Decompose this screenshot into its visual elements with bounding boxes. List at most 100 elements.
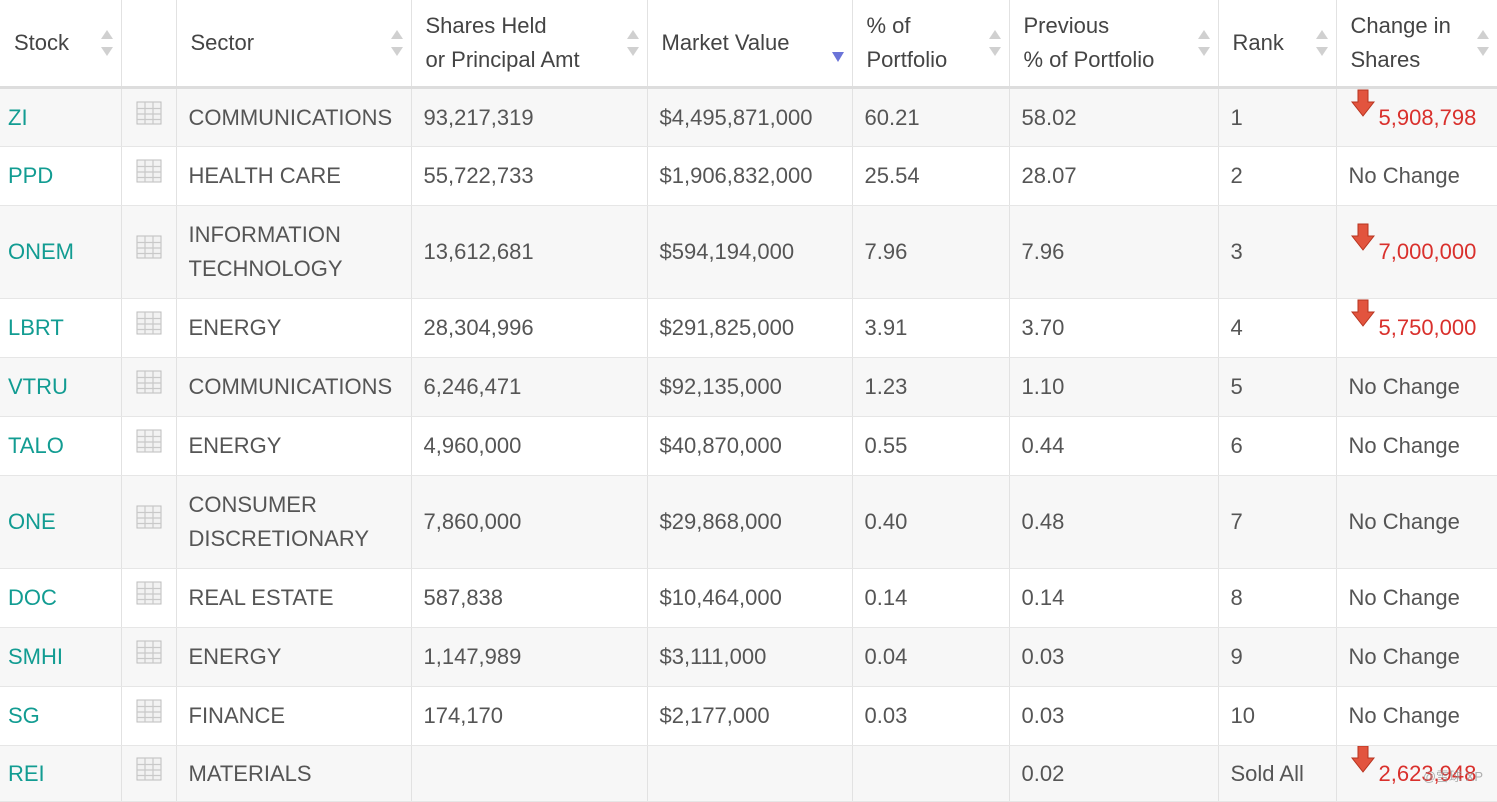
col-header-sector[interactable]: Sector xyxy=(176,0,411,88)
stock-ticker-link[interactable]: LBRT xyxy=(8,315,64,340)
grid-table-icon[interactable] xyxy=(121,476,176,569)
pct-portfolio-cell: 60.21 xyxy=(852,88,1009,147)
stock-ticker-link[interactable]: VTRU xyxy=(8,374,68,399)
grid-table-icon[interactable] xyxy=(121,299,176,358)
change-down-value: 5,750,000 xyxy=(1349,311,1477,345)
grid-table-icon[interactable] xyxy=(121,88,176,147)
stock-ticker-link[interactable]: DOC xyxy=(8,585,57,610)
col-label-line2: or Principal Amt xyxy=(426,47,580,72)
change-value: No Change xyxy=(1349,585,1460,610)
grid-table-icon[interactable] xyxy=(121,628,176,687)
change-cell: No Change xyxy=(1336,476,1497,569)
change-cell: 5,908,798 xyxy=(1336,88,1497,147)
market-value-cell: $4,495,871,000 xyxy=(647,88,852,147)
change-cell: No Change xyxy=(1336,358,1497,417)
sector-cell: ENERGY xyxy=(176,417,411,476)
grid-table-icon[interactable] xyxy=(121,206,176,299)
stock-ticker-link[interactable]: ONEM xyxy=(8,239,74,264)
change-value: No Change xyxy=(1349,433,1460,458)
col-header-pct-portfolio[interactable]: % of Portfolio xyxy=(852,0,1009,88)
sort-icon xyxy=(1477,30,1489,56)
prev-pct-cell: 1.10 xyxy=(1009,358,1218,417)
sector-cell: MATERIALS xyxy=(176,746,411,802)
sort-icon xyxy=(391,30,403,56)
grid-table-icon[interactable] xyxy=(121,358,176,417)
prev-pct-cell: 0.03 xyxy=(1009,628,1218,687)
col-header-shares[interactable]: Shares Held or Principal Amt xyxy=(411,0,647,88)
pct-portfolio-cell: 0.03 xyxy=(852,687,1009,746)
shares-cell: 55,722,733 xyxy=(411,147,647,206)
sort-icon xyxy=(1316,30,1328,56)
sector-cell: HEALTH CARE xyxy=(176,147,411,206)
grid-table-icon[interactable] xyxy=(121,687,176,746)
stock-ticker-link[interactable]: ZI xyxy=(8,105,28,130)
grid-table-icon[interactable] xyxy=(121,147,176,206)
market-value-cell xyxy=(647,746,852,802)
stock-ticker-link[interactable]: ONE xyxy=(8,509,56,534)
col-label-line2: Portfolio xyxy=(867,47,948,72)
rank-cell: 6 xyxy=(1218,417,1336,476)
rank-cell: 3 xyxy=(1218,206,1336,299)
rank-cell: 4 xyxy=(1218,299,1336,358)
col-label-line2: Shares xyxy=(1351,47,1421,72)
change-down-value: 7,000,000 xyxy=(1349,235,1477,269)
col-label-line1: Change in xyxy=(1351,13,1451,38)
stock-ticker-link[interactable]: PPD xyxy=(8,163,53,188)
stock-ticker-link[interactable]: REI xyxy=(8,761,45,786)
change-value: 5,750,000 xyxy=(1379,315,1477,340)
prev-pct-cell: 0.48 xyxy=(1009,476,1218,569)
col-header-change[interactable]: Change in Shares xyxy=(1336,0,1497,88)
prev-pct-cell: 0.02 xyxy=(1009,746,1218,802)
stock-ticker-link[interactable]: SG xyxy=(8,703,40,728)
change-cell: No Change xyxy=(1336,628,1497,687)
rank-cell: 9 xyxy=(1218,628,1336,687)
stock-cell: SG xyxy=(0,687,121,746)
col-header-prev-pct[interactable]: Previous % of Portfolio xyxy=(1009,0,1218,88)
stock-ticker-link[interactable]: TALO xyxy=(8,433,64,458)
change-cell: 7,000,000 xyxy=(1336,206,1497,299)
arrow-down-icon xyxy=(1351,89,1375,127)
grid-table-icon[interactable] xyxy=(121,746,176,802)
change-cell: No Change xyxy=(1336,417,1497,476)
pct-portfolio-cell: 0.14 xyxy=(852,569,1009,628)
stock-cell: ZI xyxy=(0,88,121,147)
prev-pct-cell: 0.03 xyxy=(1009,687,1218,746)
sector-cell: REAL ESTATE xyxy=(176,569,411,628)
sector-cell: INFORMATION TECHNOLOGY xyxy=(176,206,411,299)
shares-cell: 6,246,471 xyxy=(411,358,647,417)
grid-table-icon[interactable] xyxy=(121,417,176,476)
col-header-rank[interactable]: Rank xyxy=(1218,0,1336,88)
prev-pct-cell: 7.96 xyxy=(1009,206,1218,299)
stock-cell: SMHI xyxy=(0,628,121,687)
sector-cell: COMMUNICATIONS xyxy=(176,358,411,417)
stock-cell: ONEM xyxy=(0,206,121,299)
market-value-cell: $1,906,832,000 xyxy=(647,147,852,206)
pct-portfolio-cell: 0.04 xyxy=(852,628,1009,687)
sector-cell: CONSUMER DISCRETIONARY xyxy=(176,476,411,569)
shares-cell xyxy=(411,746,647,802)
change-cell: 5,750,000 xyxy=(1336,299,1497,358)
pct-portfolio-cell: 0.55 xyxy=(852,417,1009,476)
header-row: Stock Sector Shares Held or Principal Am… xyxy=(0,0,1497,88)
prev-pct-cell: 3.70 xyxy=(1009,299,1218,358)
col-header-stock[interactable]: Stock xyxy=(0,0,121,88)
sector-cell: COMMUNICATIONS xyxy=(176,88,411,147)
stock-cell: PPD xyxy=(0,147,121,206)
arrow-down-icon xyxy=(1351,746,1375,783)
stock-ticker-link[interactable]: SMHI xyxy=(8,644,63,669)
col-header-market-value[interactable]: Market Value xyxy=(647,0,852,88)
grid-table-icon[interactable] xyxy=(121,569,176,628)
